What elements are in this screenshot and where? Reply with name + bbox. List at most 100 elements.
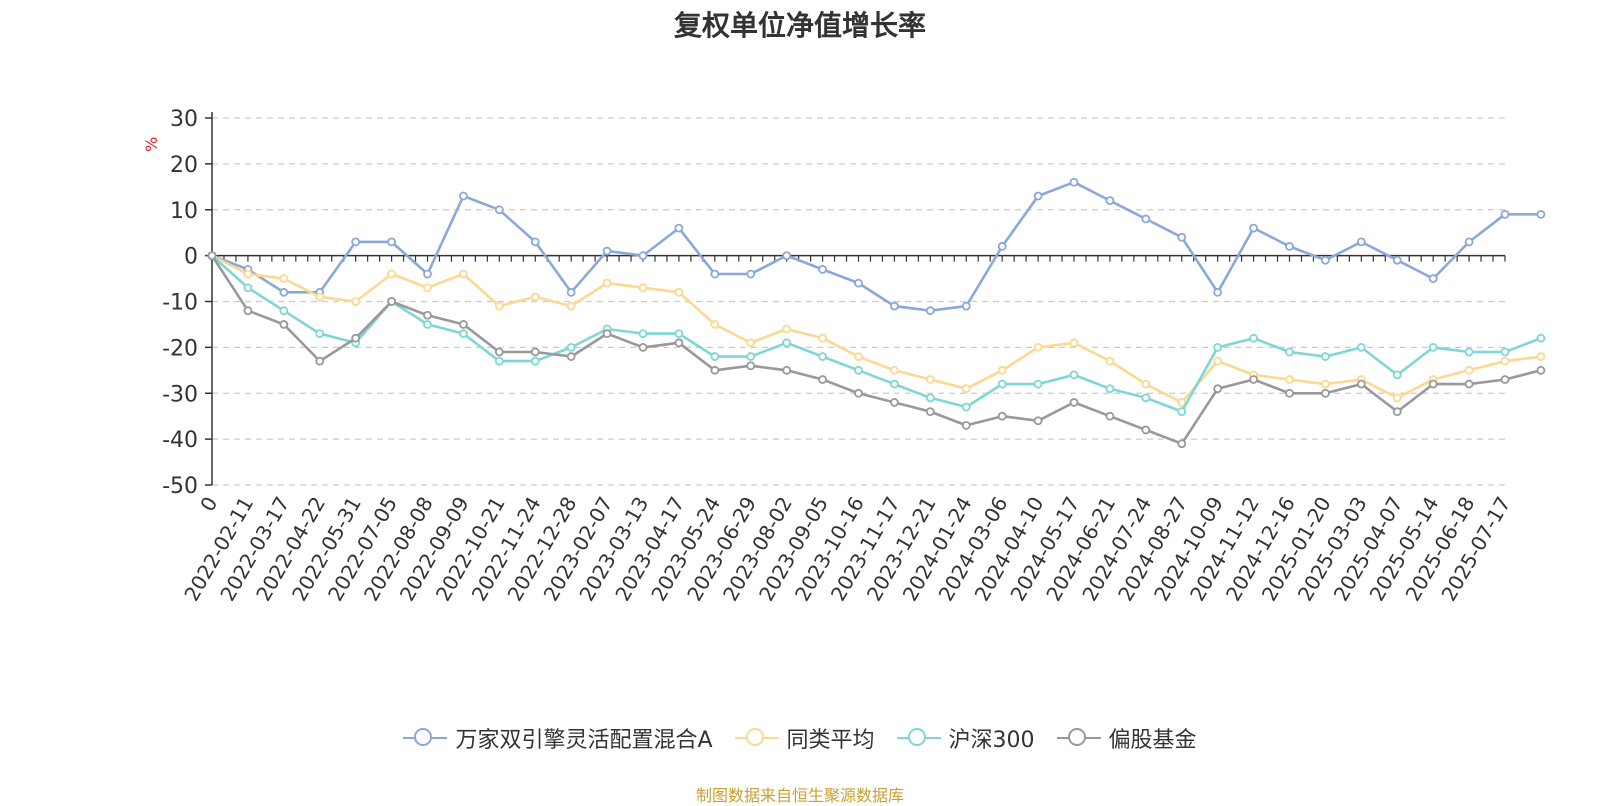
data-point	[566, 287, 576, 297]
data-point	[243, 306, 253, 316]
data-point	[1249, 223, 1258, 233]
legend-item-0[interactable]: 万家双引擎灵活配置混合A	[403, 722, 713, 754]
data-point	[746, 269, 756, 279]
x-tick-label: 0	[195, 493, 222, 516]
data-point	[530, 292, 540, 302]
data-point	[638, 251, 648, 261]
legend-marker-icon	[896, 728, 941, 748]
data-point	[423, 320, 432, 329]
y-axis: 30 20 10 0 -10 -20 -30 -40 -50	[162, 107, 213, 499]
data-point	[854, 278, 863, 288]
data-point	[961, 301, 971, 311]
x-axis: 02022-02-112022-03-172022-04-222022-05-3…	[179, 254, 1515, 605]
data-point	[925, 375, 935, 384]
chart-plot: 30 20 10 0 -10 -20 -30 -40 -50 02022-02-112022-0…	[162, 107, 1546, 605]
data-point	[1464, 237, 1474, 247]
data-point	[674, 287, 684, 297]
data-point	[1105, 411, 1115, 421]
y-tick-label: -40	[162, 428, 198, 453]
y-tick-label: -20	[162, 336, 198, 361]
data-point	[602, 278, 612, 288]
data-point	[1464, 379, 1474, 389]
legend: 万家双引擎灵活配置混合A 同类平均 沪深300 偏股基金	[0, 722, 1600, 754]
data-point	[746, 338, 756, 348]
data-point	[1033, 416, 1043, 426]
data-point	[459, 329, 468, 339]
data-point	[423, 283, 432, 293]
data-point	[1177, 407, 1187, 417]
legend-label: 万家双引擎灵活配置混合A	[455, 728, 713, 753]
data-point	[1536, 365, 1546, 375]
data-point	[1285, 375, 1294, 384]
data-point	[1392, 370, 1402, 380]
data-point	[423, 310, 432, 320]
data-point	[459, 191, 468, 201]
data-point	[746, 352, 756, 361]
data-point	[1177, 398, 1187, 407]
data-point	[351, 297, 361, 306]
y-tick-label: 20	[170, 153, 198, 178]
data-point	[638, 329, 648, 339]
y-tick-label: -50	[162, 474, 198, 499]
data-point	[566, 352, 576, 361]
legend-item-3[interactable]: 偏股基金	[1056, 722, 1197, 754]
data-point	[1464, 365, 1474, 375]
data-point	[1356, 237, 1366, 247]
data-point	[1392, 407, 1402, 417]
data-point	[1500, 356, 1510, 366]
data-point	[782, 338, 792, 348]
legend-item-1[interactable]: 同类平均	[734, 722, 875, 754]
data-point	[279, 306, 289, 316]
data-point	[602, 329, 612, 339]
data-point	[961, 384, 971, 394]
data-point	[494, 301, 504, 311]
data-point	[1249, 375, 1258, 384]
legend-label: 沪深300	[948, 728, 1035, 753]
data-point	[1321, 255, 1330, 265]
series-line	[211, 254, 1542, 404]
data-point	[890, 379, 899, 389]
data-point	[1356, 342, 1366, 352]
data-point	[1069, 177, 1079, 187]
data-point	[1033, 342, 1043, 352]
legend-label: 偏股基金	[1108, 728, 1197, 753]
data-point	[1033, 191, 1043, 201]
data-point	[530, 237, 540, 247]
data-point	[674, 338, 684, 348]
data-point	[1213, 342, 1223, 352]
data-point	[1105, 356, 1115, 366]
data-point	[854, 388, 863, 398]
data-point	[890, 365, 899, 375]
data-point	[1285, 242, 1294, 251]
data-point	[602, 246, 612, 256]
data-point	[997, 365, 1007, 375]
data-point	[1536, 209, 1546, 219]
data-point	[1069, 398, 1079, 407]
data-point	[925, 306, 935, 316]
data-point	[494, 347, 504, 357]
data-point	[1285, 388, 1294, 398]
data-point	[1285, 347, 1294, 357]
data-point	[1392, 393, 1402, 403]
data-point	[1321, 352, 1330, 361]
data-point	[1213, 287, 1223, 297]
data-point	[1069, 338, 1079, 348]
data-point	[1536, 352, 1546, 361]
data-point	[1213, 384, 1223, 394]
legend-marker-icon	[1056, 728, 1101, 748]
data-point	[387, 269, 396, 279]
data-point	[710, 352, 720, 361]
series-1	[207, 251, 1546, 407]
legend-item-2[interactable]: 沪深300	[896, 722, 1035, 754]
series-3	[207, 251, 1546, 449]
data-point	[1141, 425, 1151, 435]
data-point	[207, 251, 217, 261]
series-line	[210, 254, 1542, 446]
y-tick-label: -10	[162, 291, 198, 316]
y-tick-label: 30	[170, 107, 198, 132]
series-0	[207, 177, 1546, 316]
data-point	[279, 274, 289, 283]
data-point	[530, 347, 540, 357]
data-point	[782, 365, 792, 375]
data-point	[710, 269, 720, 279]
